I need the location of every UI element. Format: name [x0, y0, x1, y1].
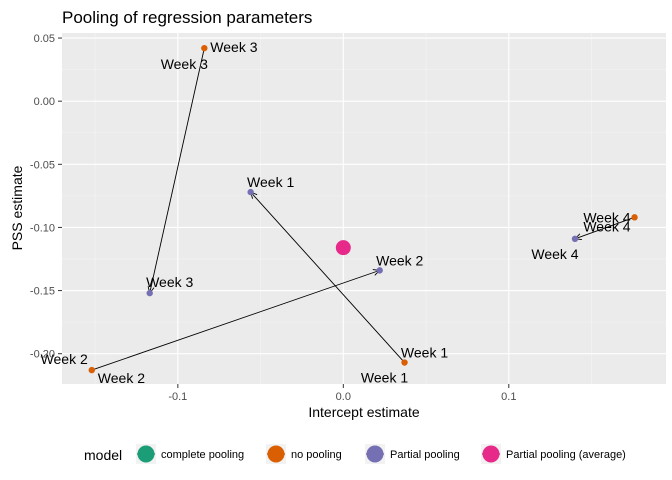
- point-label: Week 4: [583, 218, 630, 234]
- point-label: Week 2: [41, 351, 88, 367]
- legend-label: complete pooling: [161, 449, 244, 461]
- data-point: [401, 359, 408, 366]
- chart-title: Pooling of regression parameters: [62, 8, 312, 27]
- y-axis-title: PSS estimate: [9, 165, 25, 250]
- plot-panel: [62, 33, 666, 384]
- legend-swatch: [482, 445, 500, 463]
- legend: model complete pooling no pooling Partial …: [84, 444, 626, 464]
- data-point: [247, 188, 254, 196]
- y-tick-label: 0.05: [34, 33, 55, 45]
- grid-lines: [62, 33, 666, 384]
- legend-label: Partial pooling (average): [506, 449, 626, 461]
- legend-swatch: [137, 445, 155, 463]
- point-label: Week 4: [583, 209, 630, 225]
- legend-title: model: [84, 447, 122, 463]
- arrows: [91, 48, 635, 371]
- legend-swatch: [366, 445, 384, 463]
- legend-label: Partial pooling: [390, 449, 460, 461]
- point-label: Week 2: [376, 252, 423, 268]
- y-tick-label: -0.15: [30, 286, 55, 298]
- y-tick-label: -0.05: [30, 159, 55, 171]
- data-point: [146, 289, 153, 297]
- pooling-arrow: [91, 269, 380, 371]
- legend-label: no pooling: [291, 449, 342, 461]
- axis-ticks: -0.1 0.0 0.1 0.05 0.00 -0.05 -0.10 -0.15 -0.20: [30, 33, 517, 403]
- legend-swatch: [267, 445, 285, 463]
- data-points: [88, 44, 638, 374]
- x-axis-title: Intercept estimate: [308, 404, 419, 420]
- data-point: [631, 214, 638, 221]
- point-label: Week 1: [401, 345, 448, 361]
- x-tick-label: 0.0: [336, 391, 351, 403]
- point-label: Week 3: [146, 274, 193, 290]
- point-label: Week 3: [210, 39, 257, 55]
- data-point: [201, 44, 208, 52]
- data-point: [88, 366, 95, 374]
- pooling-arrow: [250, 191, 405, 363]
- y-tick-label: 0.00: [34, 96, 55, 108]
- data-point: [571, 235, 579, 243]
- point-label: Week 1: [247, 174, 294, 190]
- average-point: [335, 240, 351, 256]
- data-point: [376, 267, 383, 274]
- pooling-arrow: [574, 216, 635, 240]
- y-tick-label: -0.20: [30, 349, 55, 361]
- point-label: Week 4: [531, 246, 578, 262]
- pooling-arrow: [149, 48, 205, 294]
- point-label: Week 2: [98, 370, 145, 386]
- point-label: Week 1: [361, 370, 408, 386]
- y-tick-label: -0.10: [30, 222, 55, 234]
- x-tick-label: -0.1: [168, 391, 187, 403]
- point-label: Week 3: [161, 56, 208, 72]
- x-tick-label: 0.1: [501, 391, 516, 403]
